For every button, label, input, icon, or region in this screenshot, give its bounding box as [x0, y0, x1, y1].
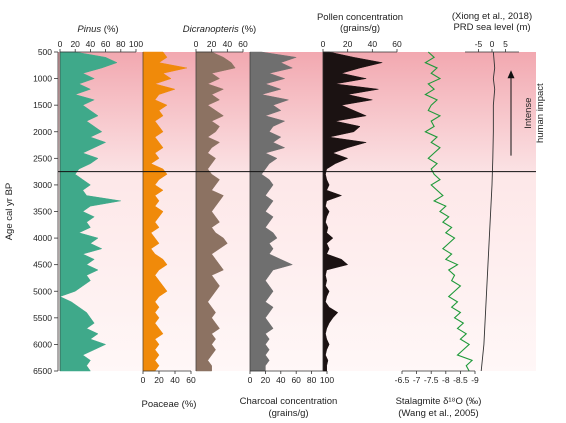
age-axis: 500 1000 1500 2000 2500 3000 3500 4000 4500 5000 5… [4, 47, 59, 376]
panel-charcoal: 0 20 40 60 80 100 Charcoal concentration(grain… [240, 51, 338, 419]
poaceae-tick-label: 0 [141, 375, 146, 385]
age-tick-label: 1000 [33, 74, 52, 84]
lower-zone-band [58, 171, 536, 371]
pinus-area [59, 51, 121, 372]
dicranopteris-tick-label: 0 [194, 39, 199, 49]
oxygen-tick-label: -6.5 [395, 375, 410, 385]
sea-axis-subtitle: PRD sea level (m) [453, 22, 530, 33]
age-tick-label: 4000 [33, 233, 52, 243]
charcoal-tick-label: 60 [291, 375, 301, 385]
poaceae-axis-title: Poaceae (%) [142, 399, 197, 410]
dicranopteris-tick-label: 60 [238, 39, 248, 49]
pinus-tick-label: 80 [116, 39, 126, 49]
panel-pinus: 0 20 40 60 80 100 Pinus (%) [58, 24, 143, 372]
pinus-tick-label: 100 [129, 39, 143, 49]
pinus-tick-label: 60 [101, 39, 111, 49]
charcoal-axis-title: Charcoal concentration [240, 396, 338, 407]
oxygen-tick-label: -7 [413, 375, 421, 385]
pollen-axis-title: Pollen concentration [317, 12, 403, 23]
age-tick-label: 6500 [33, 366, 52, 376]
age-tick-label: 5500 [33, 313, 52, 323]
pollen-tick-label: 60 [392, 39, 402, 49]
panel-pollen: 0 20 40 60 Pollen concentration(grains/g) [317, 12, 403, 372]
pinus-tick-label: 40 [86, 39, 96, 49]
oxygen-axis-subtitle: (Wang et al., 2005) [398, 408, 478, 419]
charcoal-tick-label: 40 [276, 375, 286, 385]
poaceae-tick-label: 60 [186, 375, 196, 385]
oxygen-tick-label: -8 [442, 375, 450, 385]
pinus-tick-label: 0 [58, 39, 63, 49]
oxygen-line [424, 51, 474, 372]
pollen-axis-subtitle: (grains/g) [340, 23, 380, 34]
dicranopteris-area [195, 51, 236, 372]
poaceae-tick-label: 20 [154, 375, 164, 385]
age-tick-label: 3000 [33, 180, 52, 190]
sea-tick-label: 0 [490, 39, 495, 49]
sea-axis-title: (Xiong et al., 2018) [452, 11, 532, 22]
sea-tick-label: -5 [475, 39, 483, 49]
age-axis-label: Age cal yr BP [4, 183, 15, 241]
panel-dicranopteris: 0 20 40 60 Dicranopteris (%) [183, 24, 256, 372]
age-tick-label: 1500 [33, 100, 52, 110]
oxygen-tick-label: -8.5 [453, 375, 468, 385]
poaceae-area [142, 51, 188, 372]
pollen-area [322, 51, 383, 372]
age-tick-label: 3500 [33, 207, 52, 217]
pollen-tick-label: 40 [368, 39, 378, 49]
age-tick-label: 4500 [33, 260, 52, 270]
charcoal-area [249, 51, 297, 372]
annotation-line2: human impact [535, 83, 546, 143]
dicranopteris-tick-label: 20 [207, 39, 217, 49]
charcoal-axis-subtitle: (grains/g) [268, 408, 308, 419]
charcoal-tick-label: 80 [307, 375, 317, 385]
charcoal-tick-label: 20 [261, 375, 271, 385]
sea-tick-label: 5 [503, 39, 508, 49]
dicranopteris-tick-label: 40 [223, 39, 233, 49]
annotation-line1: Intense [523, 98, 534, 129]
age-tick-label: 2000 [33, 127, 52, 137]
arrow-head-icon [507, 70, 515, 79]
pinus-axis-title: Pinus (%) [77, 24, 118, 35]
age-tick-label: 500 [38, 47, 52, 57]
age-tick-label: 6000 [33, 339, 52, 349]
panel-oxygen: -6.5 -7 -7.5 -8 -8.5 -9 Stalagmite δ¹⁸O (‰)(Wa… [395, 51, 482, 419]
oxygen-tick-label: -9 [471, 375, 479, 385]
upper-zone-band [58, 52, 536, 172]
sea-line [480, 51, 496, 372]
charcoal-tick-label: 100 [320, 375, 334, 385]
age-tick-label: 2500 [33, 153, 52, 163]
poaceae-tick-label: 40 [170, 375, 180, 385]
dicranopteris-axis-title: Dicranopteris (%) [183, 24, 256, 35]
charcoal-tick-label: 0 [248, 375, 253, 385]
oxygen-tick-label: -7.5 [424, 375, 439, 385]
pollen-tick-label: 0 [321, 39, 326, 49]
age-tick-label: 5000 [33, 286, 52, 296]
pollen-tick-label: 20 [343, 39, 353, 49]
panel-poaceae: 0 20 40 60 Poaceae (%) [141, 51, 197, 410]
oxygen-axis-title: Stalagmite δ¹⁸O (‰) [396, 396, 482, 407]
panel-sea: -5 0 5 (Xiong et al., 2018)PRD sea level (m… [452, 11, 532, 372]
pinus-tick-label: 20 [70, 39, 80, 49]
